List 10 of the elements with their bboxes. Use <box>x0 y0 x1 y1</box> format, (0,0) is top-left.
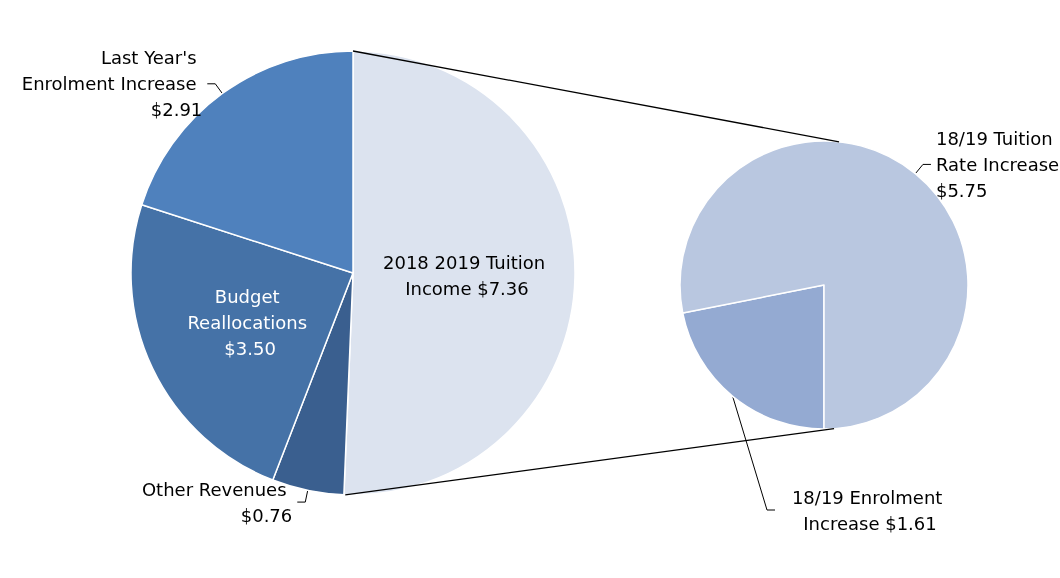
slice-label: Last Year's Enrolment Increase <box>21 47 203 95</box>
data-label: $3.50 <box>224 337 276 359</box>
data-label: $2.91 <box>150 99 203 121</box>
slice-label: 18/19 Tuition Rate Increase <box>935 127 1060 175</box>
slice-label: Budget Reallocations <box>187 285 313 333</box>
data-label: $5.75 <box>935 179 988 201</box>
data-label: $0.76 <box>240 504 293 526</box>
slice-label: 18/19 Enrolment Increase $1.61 <box>791 486 949 534</box>
slice-label: Other Revenues <box>141 478 293 500</box>
slice-label: 2018 2019 Tuition Income $7.36 <box>383 251 551 299</box>
